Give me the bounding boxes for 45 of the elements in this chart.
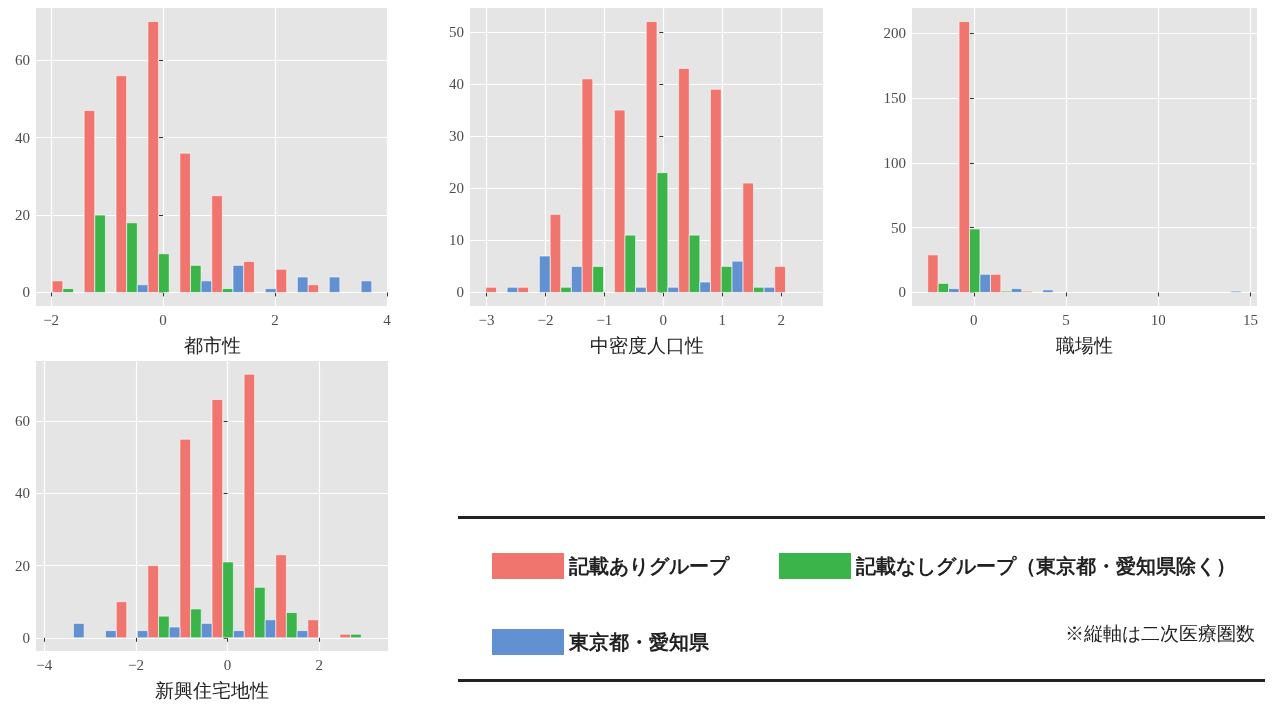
legend-label: 記載ありグループ [568, 555, 730, 577]
y-tick-label: 10 [449, 232, 464, 249]
x-tick-label: 4 [383, 311, 392, 328]
x-tick-label: 0 [659, 311, 668, 328]
x-axis-title: 都市性 [183, 335, 241, 356]
y-tick-label: 40 [449, 76, 464, 93]
y-tick-label: 100 [883, 154, 906, 171]
x-tick-label: 2 [271, 311, 279, 328]
y-tick-label: 0 [22, 284, 30, 301]
y-tick-label: 20 [15, 207, 30, 224]
x-tick-label: 2 [315, 656, 323, 673]
y-tick-label: 20 [15, 557, 30, 574]
x-tick-label: 2 [777, 311, 785, 328]
x-tick-label: 10 [1150, 311, 1166, 328]
legend-label: 記載なしグループ（東京都・愛知県除く） [855, 555, 1236, 577]
y-tick-label: 50 [449, 23, 464, 40]
x-tick-label: 5 [1062, 311, 1070, 328]
y-tick-label: 50 [891, 219, 906, 236]
y-tick-label: 40 [15, 485, 30, 502]
y-tick-label: 60 [15, 52, 30, 69]
x-tick-label: −2 [537, 311, 554, 328]
y-tick-label: 30 [449, 128, 464, 145]
x-axis-title: 新興住宅地性 [155, 680, 269, 701]
y-tick-label: 20 [449, 180, 464, 197]
y-tick-label: 200 [883, 25, 906, 42]
text: ※縦軸は二次医療圏数 [1065, 622, 1255, 644]
x-tick-label: 1 [718, 311, 726, 328]
x-tick-label: 0 [970, 311, 978, 328]
x-axis-title: 職場性 [1056, 335, 1113, 356]
x-tick-label: −2 [127, 656, 144, 673]
x-tick-label: 15 [1243, 311, 1259, 328]
x-tick-label: −1 [596, 311, 613, 328]
y-tick-label: 60 [15, 413, 30, 430]
x-tick-label: −4 [36, 656, 53, 673]
x-tick-label: −3 [478, 311, 495, 328]
x-tick-label: −2 [43, 311, 60, 328]
y-tick-label: 0 [22, 629, 30, 646]
y-tick-label: 0 [456, 284, 464, 301]
x-axis-title: 中密度人口性 [589, 335, 704, 356]
y-tick-label: 40 [15, 129, 30, 146]
x-tick-label: 0 [159, 311, 167, 328]
y-tick-label: 0 [898, 284, 906, 301]
y-tick-label: 150 [883, 90, 906, 107]
x-tick-label: 0 [223, 656, 232, 673]
legend-label: 東京都・愛知県 [568, 631, 710, 653]
